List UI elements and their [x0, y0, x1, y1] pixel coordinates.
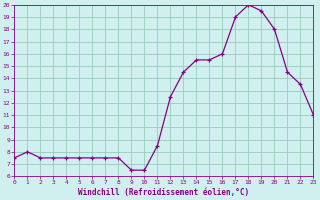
X-axis label: Windchill (Refroidissement éolien,°C): Windchill (Refroidissement éolien,°C): [78, 188, 250, 197]
